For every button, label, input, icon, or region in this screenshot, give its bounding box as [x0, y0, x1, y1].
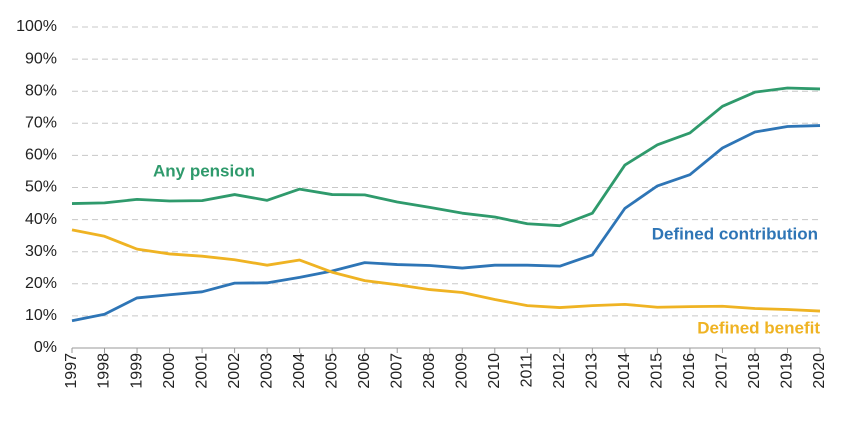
x-tick-label: 2007: [388, 353, 405, 389]
x-tick-label: 2011: [519, 353, 536, 388]
x-tick-label: 2003: [258, 353, 275, 389]
y-tick-label: 70%: [25, 115, 57, 132]
x-tick-label: 2013: [584, 353, 601, 389]
y-tick-label: 50%: [25, 179, 57, 196]
series-line: [71, 86, 821, 228]
x-tick-label: 2014: [616, 353, 633, 389]
series-line: [71, 124, 821, 323]
series-label: Defined benefit: [697, 318, 820, 337]
x-tick-label: 2009: [453, 353, 470, 389]
x-tick-label: 2017: [714, 353, 731, 389]
x-tick-label: 1997: [63, 353, 80, 389]
y-tick-label: 60%: [25, 147, 57, 164]
y-tick-label: 100%: [16, 18, 57, 35]
x-tick-label: 2004: [291, 353, 308, 389]
x-tick-label: 2012: [551, 353, 568, 389]
x-tick-label: 2002: [226, 353, 243, 389]
series-line: [71, 228, 821, 313]
y-tick-label: 30%: [25, 243, 57, 260]
series-label: Any pension: [153, 161, 255, 180]
y-tick-label: 90%: [25, 50, 57, 67]
x-tick-label: 2008: [421, 353, 438, 389]
x-tick-label: 2001: [193, 353, 210, 389]
y-tick-label: 20%: [25, 275, 57, 292]
x-tick-label: 2006: [356, 353, 373, 389]
x-tick-label: 2010: [486, 353, 503, 389]
y-tick-label: 80%: [25, 82, 57, 99]
x-tick-label: 2015: [649, 353, 666, 389]
x-tick-label: 2005: [323, 353, 340, 389]
x-tick-label: 2016: [681, 353, 698, 389]
x-tick-label: 2019: [779, 353, 796, 389]
x-tick-label: 2000: [161, 353, 178, 389]
x-tick-label: 2018: [746, 353, 763, 389]
y-tick-label: 40%: [25, 211, 57, 228]
series-label: Defined contribution: [652, 224, 818, 243]
x-tick-label: 1998: [96, 353, 113, 389]
y-tick-label: 0%: [34, 339, 57, 356]
x-tick-label: 2020: [811, 353, 828, 389]
x-tick-label: 1999: [128, 353, 145, 389]
y-tick-label: 10%: [25, 307, 57, 324]
